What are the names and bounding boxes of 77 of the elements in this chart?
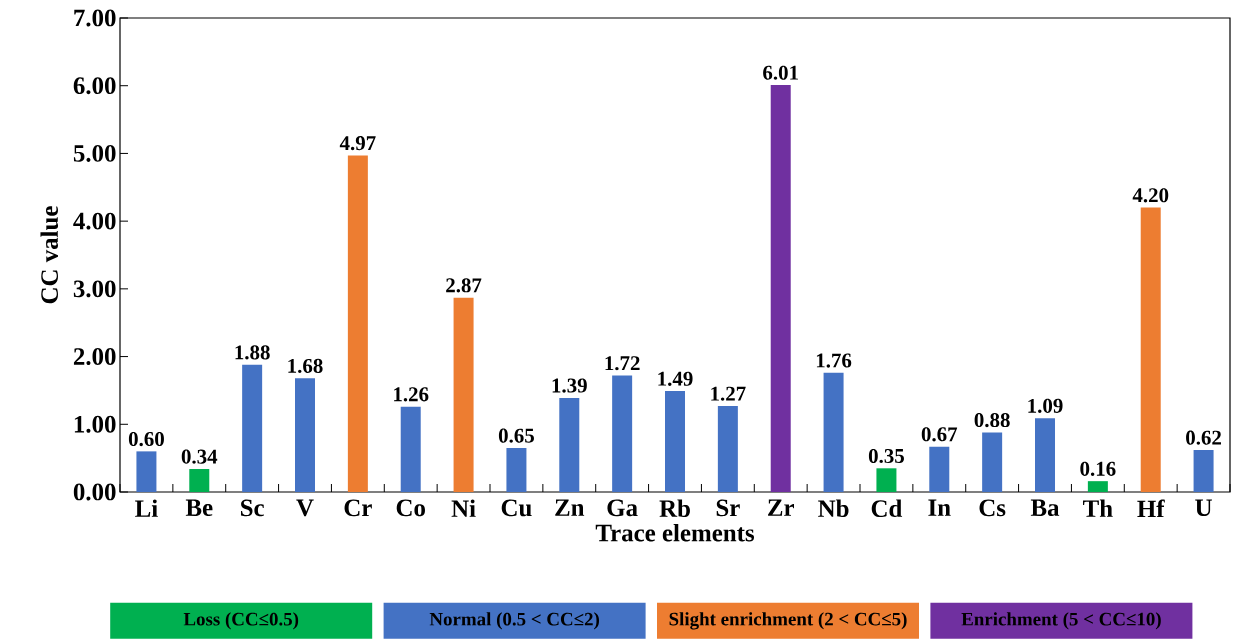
data-label: 0.67: [921, 427, 958, 442]
x-tick-label: Be: [185, 499, 213, 517]
data-label: 1.09: [1028, 398, 1063, 413]
data-label: 0.16: [1080, 461, 1116, 476]
x-tick-label: Hf: [1137, 499, 1165, 518]
data-label: 0.35: [868, 448, 904, 464]
bar: [1193, 450, 1214, 492]
bar: [717, 406, 738, 492]
bar: [1087, 481, 1108, 492]
data-label: 4.20: [1132, 188, 1169, 203]
data-label: 0.65: [498, 428, 534, 443]
x-tick-label: Zr: [768, 499, 795, 516]
text: Slight enrichment (2 < CC≤5): [669, 612, 907, 630]
y-tick-label: 1.00: [74, 415, 116, 433]
data-label: 1.26: [394, 387, 429, 402]
x-tick-label: Cr: [344, 499, 372, 517]
x-tick-label: Sr: [716, 499, 740, 517]
y-tick-label: 3.00: [73, 280, 116, 298]
bar: [1140, 207, 1161, 492]
data-label: 1.68: [288, 358, 323, 374]
y-tick-label: 4.00: [73, 212, 116, 230]
bar: [506, 447, 527, 492]
x-tick-label: Cd: [871, 499, 903, 518]
data-label: 1.27: [711, 386, 746, 401]
bar: [347, 155, 368, 492]
bar: [665, 391, 685, 492]
bar: [189, 468, 210, 492]
x-tick-label: Li: [135, 499, 158, 517]
data-label: 1.49: [658, 371, 693, 386]
x-tick-label: Zn: [555, 499, 585, 516]
bar: [1035, 418, 1055, 492]
bar: [242, 364, 263, 492]
x-tick-label: Rb: [659, 499, 690, 518]
data-label: 0.34: [181, 449, 218, 464]
x-tick-label: Th: [1083, 499, 1113, 517]
x-tick-label: Ga: [607, 499, 638, 517]
bar: [770, 85, 791, 492]
x-tick-label: U: [1195, 499, 1212, 517]
bar: [559, 397, 580, 492]
bar: [612, 375, 633, 492]
y-tick-label: 7.00: [74, 9, 116, 27]
data-label: 4.97: [339, 136, 376, 151]
bar: [982, 432, 1003, 492]
data-label: 0.60: [128, 431, 164, 447]
bar: [136, 451, 157, 492]
data-label: 1.39: [552, 378, 587, 393]
bar: [295, 378, 315, 492]
data-label: 0.62: [1186, 430, 1221, 445]
y-tick-label: 0.00: [73, 483, 116, 501]
x-tick-label: V: [296, 499, 314, 517]
y-tick-label: 6.00: [73, 77, 116, 95]
x-tick-label: Ni: [451, 499, 476, 517]
x-tick-label: Nb: [818, 499, 849, 518]
data-label: 6.01: [763, 65, 798, 80]
text: Enrichment (5 < CC≤10): [961, 612, 1161, 630]
y-tick-label: 2.00: [73, 348, 116, 366]
x-tick-label: Ba: [1030, 499, 1060, 517]
bar: [929, 446, 950, 492]
bar: [876, 468, 897, 492]
bar: [453, 297, 474, 492]
data-label: 1.72: [605, 356, 640, 371]
x-tick-label: Co: [396, 499, 425, 517]
text: Normal (0.5 < CC≤2): [429, 612, 600, 630]
bar: [400, 406, 421, 492]
x-tick-label: In: [928, 499, 951, 516]
x-tick-label: Cu: [501, 499, 532, 517]
data-label: 2.87: [446, 278, 482, 293]
y-axis-title: CC value: [40, 206, 59, 304]
x-tick-label: Sc: [241, 499, 264, 517]
bar: [823, 372, 844, 492]
x-tick-label: Cs: [979, 499, 1006, 517]
x-axis-title: Trace elements: [595, 523, 755, 542]
data-label: 1.88: [235, 345, 270, 360]
data-label: 1.76: [816, 353, 852, 368]
y-tick-label: 5.00: [73, 144, 116, 162]
text: Loss (CC≤0.5): [183, 612, 299, 630]
data-label: 0.88: [974, 413, 1010, 428]
